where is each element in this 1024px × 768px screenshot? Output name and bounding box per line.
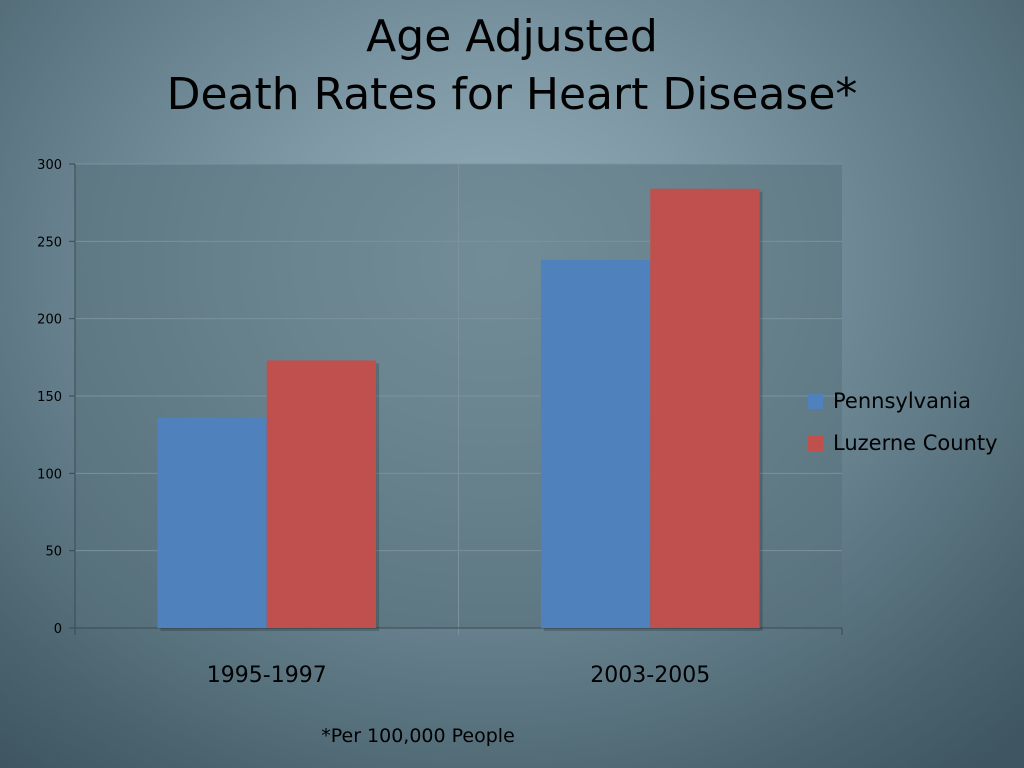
y-tick-label-250: 250: [37, 235, 62, 250]
y-tick-label-50: 50: [45, 545, 62, 560]
title-line-1: Age Adjusted: [366, 11, 658, 62]
y-tick-label-300: 300: [37, 158, 62, 173]
legend-item-pennsylvania: Pennsylvania: [808, 386, 998, 416]
y-tick-label-100: 100: [37, 467, 62, 482]
bar-pennsylvania-1995-1997: [157, 417, 267, 628]
bar-pennsylvania-2003-2005: [540, 259, 651, 628]
bar-luzerne-2003-2005: [650, 188, 760, 628]
footnote: *Per 100,000 People: [321, 725, 515, 747]
y-tick-label-0: 0: [54, 622, 62, 637]
x-category-label-2003-2005: 2003-2005: [590, 663, 710, 688]
slide-title: Age Adjusted Death Rates for Heart Disea…: [0, 8, 1024, 124]
legend-swatch-luzerne: [808, 435, 823, 451]
legend-swatch-pennsylvania: [808, 393, 823, 409]
y-tick-label-150: 150: [37, 390, 62, 405]
x-category-label-1995-1997: 1995-1997: [207, 663, 327, 688]
legend: Pennsylvania Luzerne County: [808, 386, 998, 470]
bar-luzerne-1995-1997: [266, 360, 377, 628]
legend-item-luzerne: Luzerne County: [808, 428, 998, 458]
y-tick-label-200: 200: [37, 313, 62, 328]
title-line-2: Death Rates for Heart Disease*: [166, 69, 858, 120]
legend-label-luzerne: Luzerne County: [833, 431, 998, 455]
legend-label-pennsylvania: Pennsylvania: [833, 389, 971, 413]
